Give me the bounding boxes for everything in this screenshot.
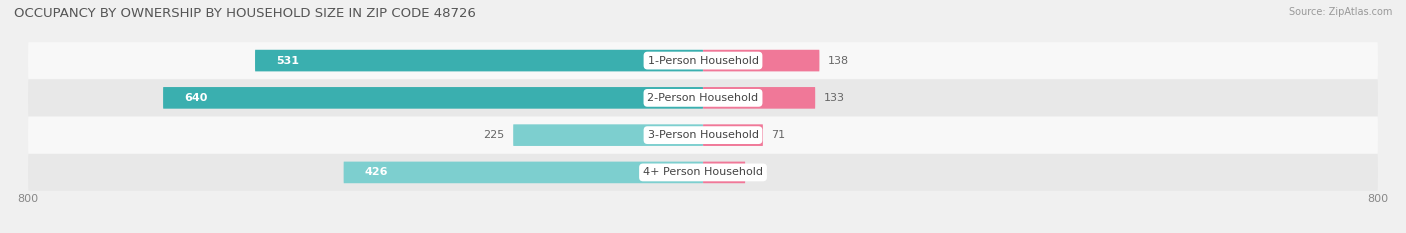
FancyBboxPatch shape <box>28 79 1378 116</box>
Text: 225: 225 <box>484 130 505 140</box>
FancyBboxPatch shape <box>703 87 815 109</box>
Text: 133: 133 <box>824 93 845 103</box>
Text: 50: 50 <box>754 168 768 177</box>
FancyBboxPatch shape <box>703 124 763 146</box>
Text: 4+ Person Household: 4+ Person Household <box>643 168 763 177</box>
FancyBboxPatch shape <box>28 154 1378 191</box>
Text: Source: ZipAtlas.com: Source: ZipAtlas.com <box>1288 7 1392 17</box>
FancyBboxPatch shape <box>254 50 703 71</box>
Text: 1-Person Household: 1-Person Household <box>648 56 758 65</box>
Text: 426: 426 <box>364 168 388 177</box>
Text: 71: 71 <box>772 130 786 140</box>
FancyBboxPatch shape <box>163 87 703 109</box>
Text: 531: 531 <box>276 56 299 65</box>
FancyBboxPatch shape <box>513 124 703 146</box>
FancyBboxPatch shape <box>703 50 820 71</box>
FancyBboxPatch shape <box>28 42 1378 79</box>
Text: 3-Person Household: 3-Person Household <box>648 130 758 140</box>
Text: OCCUPANCY BY OWNERSHIP BY HOUSEHOLD SIZE IN ZIP CODE 48726: OCCUPANCY BY OWNERSHIP BY HOUSEHOLD SIZE… <box>14 7 477 20</box>
FancyBboxPatch shape <box>28 117 1378 154</box>
FancyBboxPatch shape <box>343 162 703 183</box>
Text: 138: 138 <box>828 56 849 65</box>
FancyBboxPatch shape <box>703 162 745 183</box>
Text: 2-Person Household: 2-Person Household <box>647 93 759 103</box>
Text: 640: 640 <box>184 93 208 103</box>
